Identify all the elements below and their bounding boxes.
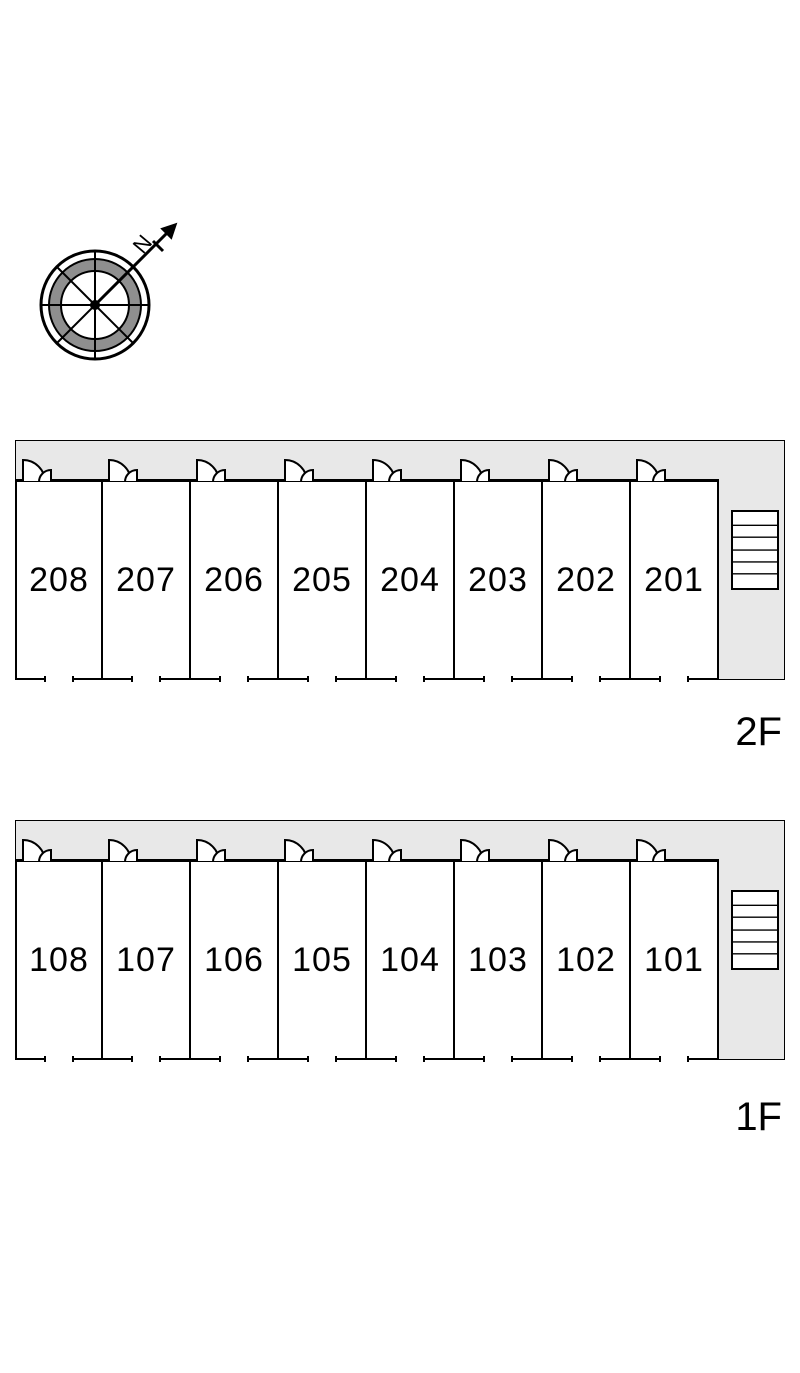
floor-2-label: 2F xyxy=(735,710,782,755)
unit-label: 203 xyxy=(468,561,528,600)
door-icon xyxy=(195,454,231,482)
unit-label: 207 xyxy=(116,561,176,600)
unit-label: 102 xyxy=(556,941,616,980)
unit-label: 204 xyxy=(380,561,440,600)
unit-101: 101 xyxy=(631,860,719,1060)
window-icon xyxy=(483,676,513,682)
unit-label: 108 xyxy=(29,941,89,980)
unit-106: 106 xyxy=(191,860,279,1060)
door-icon xyxy=(371,834,407,862)
unit-206: 206 xyxy=(191,480,279,680)
door-icon xyxy=(107,454,143,482)
stairs-icon xyxy=(731,510,779,590)
door-icon xyxy=(283,834,319,862)
window-icon xyxy=(483,1056,513,1062)
window-icon xyxy=(131,676,161,682)
window-icon xyxy=(131,1056,161,1062)
window-icon xyxy=(307,676,337,682)
unit-208: 208 xyxy=(15,480,103,680)
unit-102: 102 xyxy=(543,860,631,1060)
window-icon xyxy=(571,1056,601,1062)
unit-207: 207 xyxy=(103,480,191,680)
door-icon xyxy=(547,834,583,862)
compass-n-label: N xyxy=(128,230,157,258)
door-icon xyxy=(195,834,231,862)
unit-201: 201 xyxy=(631,480,719,680)
door-icon xyxy=(635,834,671,862)
door-icon xyxy=(459,454,495,482)
floor-1-label: 1F xyxy=(735,1095,782,1140)
window-icon xyxy=(44,1056,74,1062)
door-icon xyxy=(371,454,407,482)
window-icon xyxy=(395,676,425,682)
door-icon xyxy=(283,454,319,482)
unit-107: 107 xyxy=(103,860,191,1060)
unit-label: 208 xyxy=(29,561,89,600)
unit-205: 205 xyxy=(279,480,367,680)
unit-label: 103 xyxy=(468,941,528,980)
window-icon xyxy=(307,1056,337,1062)
unit-105: 105 xyxy=(279,860,367,1060)
compass-rose: N xyxy=(25,195,205,375)
window-icon xyxy=(571,676,601,682)
door-icon xyxy=(547,454,583,482)
floor-2-block: 208 207 206 205 204 203 xyxy=(15,440,785,690)
unit-label: 107 xyxy=(116,941,176,980)
unit-label: 105 xyxy=(292,941,352,980)
door-icon xyxy=(635,454,671,482)
window-icon xyxy=(219,676,249,682)
unit-103: 103 xyxy=(455,860,543,1060)
window-icon xyxy=(219,1056,249,1062)
stairs-icon xyxy=(731,890,779,970)
window-icon xyxy=(44,676,74,682)
unit-104: 104 xyxy=(367,860,455,1060)
unit-label: 101 xyxy=(644,941,704,980)
window-icon xyxy=(659,1056,689,1062)
unit-label: 106 xyxy=(204,941,264,980)
unit-203: 203 xyxy=(455,480,543,680)
unit-label: 205 xyxy=(292,561,352,600)
window-icon xyxy=(395,1056,425,1062)
window-icon xyxy=(659,676,689,682)
floor-2-units: 208 207 206 205 204 203 xyxy=(15,480,719,680)
unit-label: 206 xyxy=(204,561,264,600)
door-icon xyxy=(21,834,57,862)
floor-1-units: 108 107 106 105 104 103 xyxy=(15,860,719,1060)
unit-202: 202 xyxy=(543,480,631,680)
unit-label: 202 xyxy=(556,561,616,600)
floor-1-block: 108 107 106 105 104 103 xyxy=(15,820,785,1070)
door-icon xyxy=(459,834,495,862)
door-icon xyxy=(21,454,57,482)
unit-label: 201 xyxy=(644,561,704,600)
unit-108: 108 xyxy=(15,860,103,1060)
unit-204: 204 xyxy=(367,480,455,680)
door-icon xyxy=(107,834,143,862)
unit-label: 104 xyxy=(380,941,440,980)
